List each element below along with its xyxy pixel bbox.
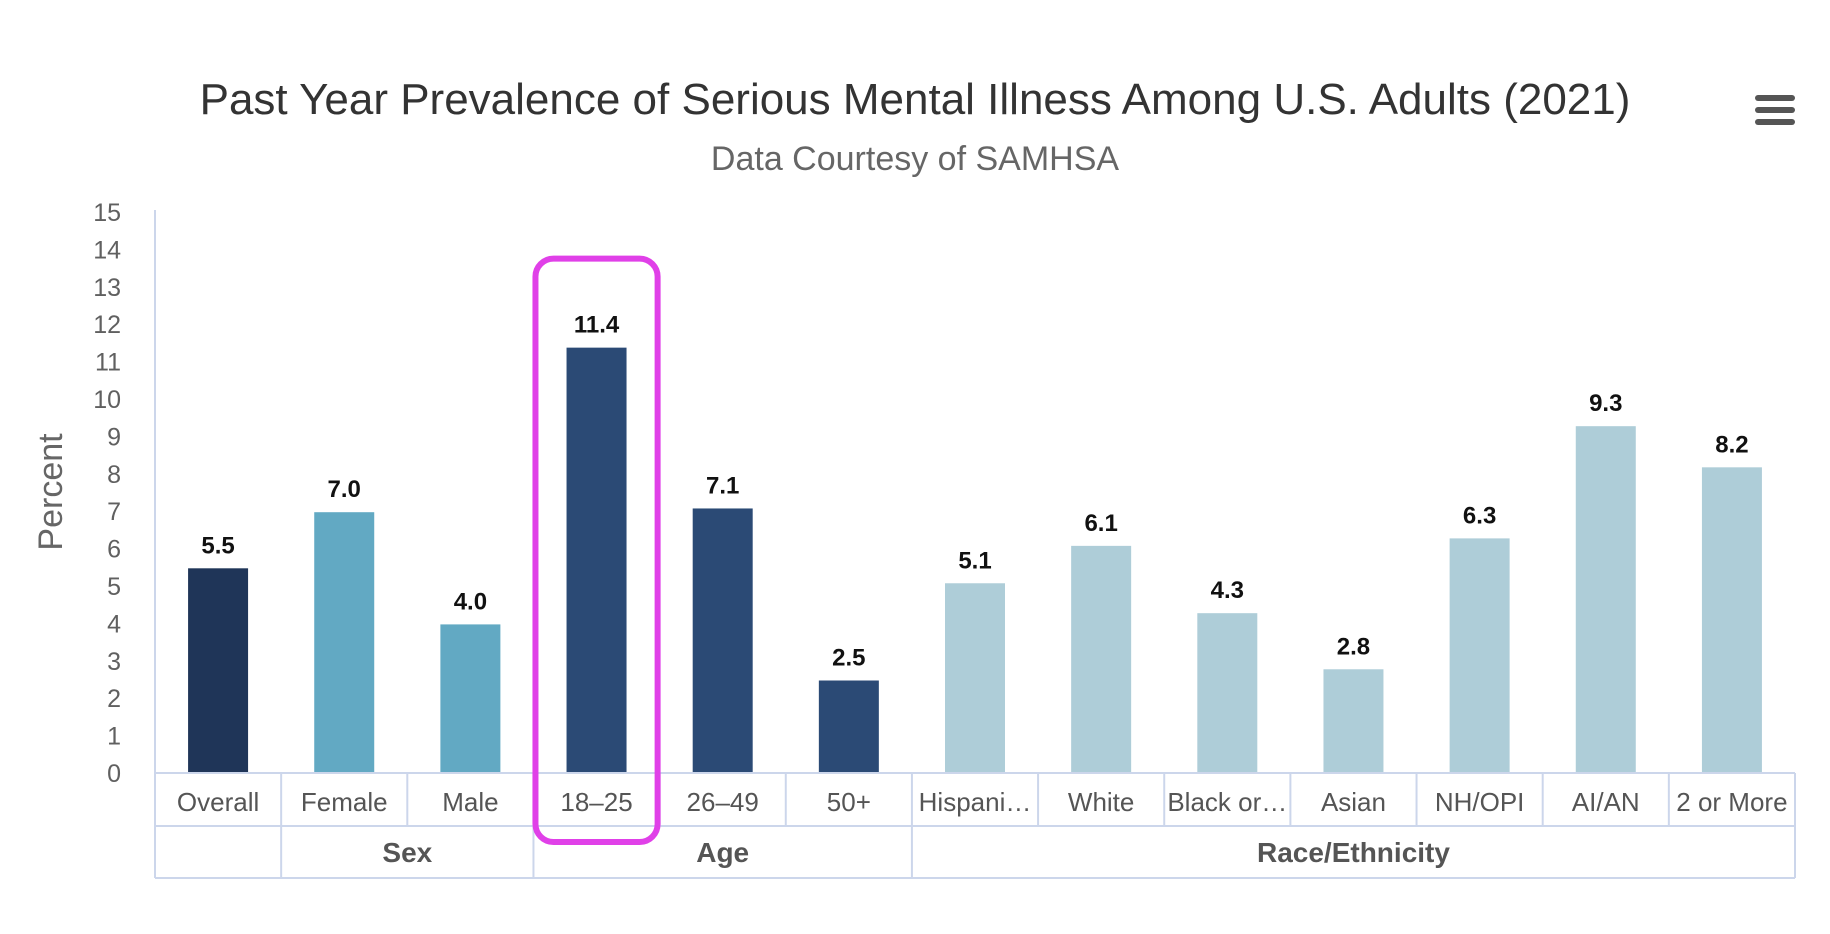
x-tick-label: NH/OPI	[1435, 787, 1525, 817]
data-label: 6.1	[1084, 510, 1117, 537]
data-label: 4.0	[454, 588, 487, 615]
bar[interactable]	[1069, 543, 1134, 774]
data-label: 2.5	[832, 645, 865, 672]
x-tick-label: Overall	[177, 787, 259, 817]
chart-title: Past Year Prevalence of Serious Mental I…	[200, 75, 1631, 124]
x-tick-label: Male	[442, 787, 498, 817]
chart-subtitle: Data Courtesy of SAMHSA	[711, 140, 1119, 178]
bar[interactable]	[564, 345, 629, 774]
y-tick-label: 6	[107, 536, 121, 564]
x-tick-label: Female	[301, 787, 388, 817]
y-tick-label: 8	[107, 461, 121, 489]
data-label: 8.2	[1715, 431, 1748, 458]
y-axis-label: Percent	[32, 433, 70, 551]
x-tick-label: Asian	[1321, 787, 1386, 817]
bar[interactable]	[1699, 465, 1764, 774]
group-label: Sex	[382, 837, 432, 868]
group-label: Age	[696, 837, 749, 868]
data-label: 5.1	[958, 547, 991, 574]
y-tick-label: 3	[107, 648, 121, 676]
y-tick-label: 15	[93, 199, 121, 227]
x-tick-label: White	[1068, 787, 1134, 817]
bar[interactable]	[312, 510, 377, 774]
highlight-box	[532, 255, 661, 845]
data-label: 2.8	[1337, 633, 1370, 660]
bar[interactable]	[438, 622, 503, 775]
group-label: Race/Ethnicity	[1257, 837, 1450, 868]
data-label: 7.0	[328, 476, 361, 503]
data-label: 7.1	[706, 472, 739, 499]
bar[interactable]	[186, 566, 251, 774]
data-label: 4.3	[1211, 577, 1244, 604]
bar[interactable]	[1195, 611, 1260, 774]
bar[interactable]	[1321, 667, 1386, 775]
bar[interactable]	[943, 581, 1007, 775]
bar[interactable]	[690, 506, 755, 774]
y-tick-label: 12	[93, 311, 121, 339]
y-tick-label: 9	[107, 423, 121, 451]
y-tick-label: 4	[107, 610, 121, 638]
bar[interactable]	[1447, 536, 1512, 774]
y-tick-label: 11	[95, 349, 121, 377]
y-tick-label: 1	[107, 723, 121, 751]
x-tick-label: 2 or More	[1676, 787, 1787, 817]
y-tick-label: 14	[93, 236, 121, 264]
y-tick-label: 13	[93, 274, 121, 302]
x-tick-label: Black or…	[1167, 787, 1287, 817]
bar[interactable]	[1573, 424, 1638, 774]
data-label: 11.4	[574, 312, 620, 339]
bar[interactable]	[816, 678, 881, 774]
x-tick-label: AI/AN	[1572, 787, 1640, 817]
menu-icon[interactable]	[1755, 95, 1795, 125]
x-tick-label: Hispani…	[919, 787, 1032, 817]
y-tick-label: 0	[107, 760, 121, 788]
y-tick-label: 2	[107, 685, 121, 713]
data-label: 9.3	[1589, 390, 1622, 417]
y-tick-label: 5	[107, 573, 121, 601]
x-tick-label: 50+	[827, 787, 871, 817]
x-tick-label: 18–25	[560, 787, 632, 817]
y-tick-label: 10	[93, 386, 121, 414]
data-label: 5.5	[201, 532, 234, 559]
x-tick-label: 26–49	[687, 787, 759, 817]
y-tick-label: 7	[107, 498, 121, 526]
data-label: 6.3	[1463, 502, 1496, 529]
